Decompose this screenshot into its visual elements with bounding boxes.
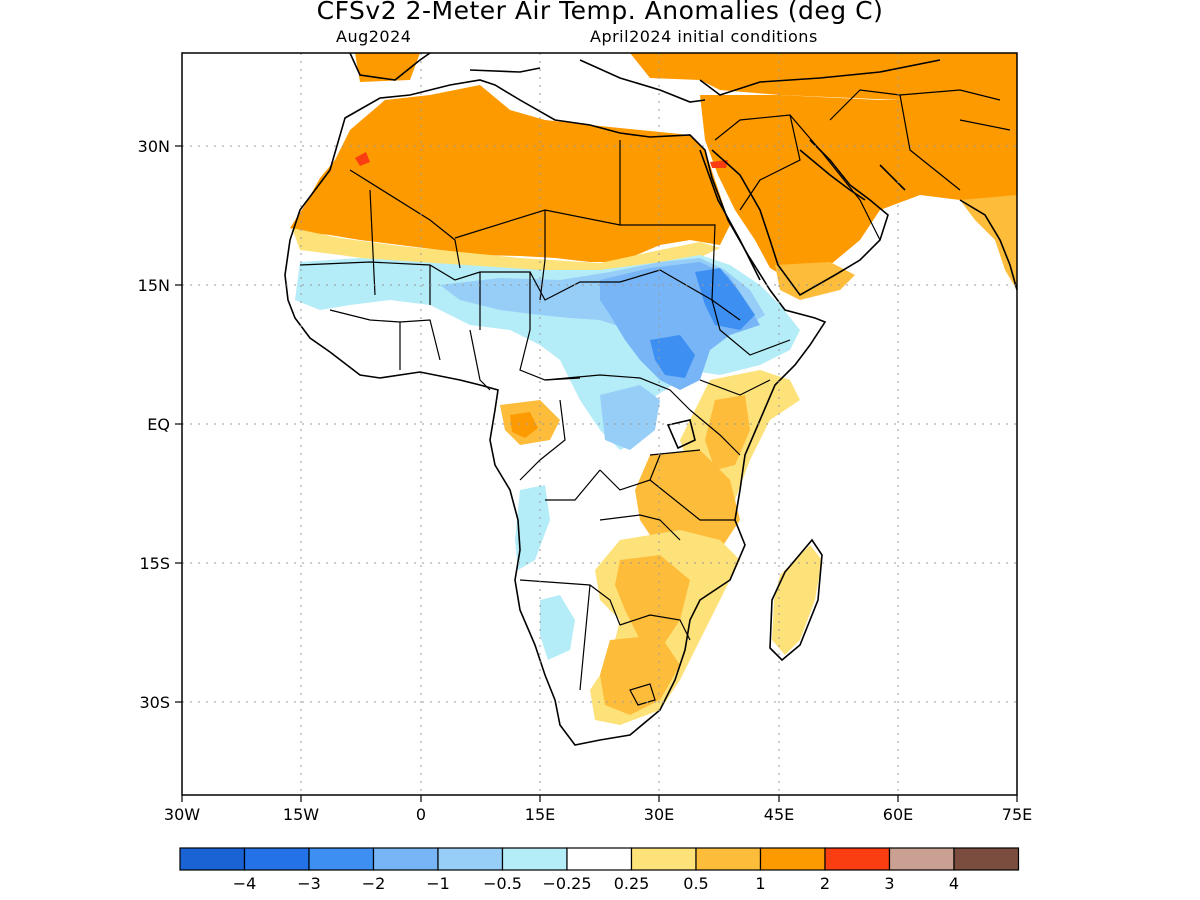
legend-label: 1: [755, 874, 765, 893]
latitude-labels: 30N 15N EQ 15S 30S: [138, 137, 170, 712]
anomaly-region-zimbabwe-warm: [615, 555, 690, 650]
legend-label: −1: [426, 874, 450, 893]
legend-swatch: [372, 847, 439, 871]
legend-label: −3: [297, 874, 321, 893]
forecast-month-label: Aug2024: [336, 27, 412, 46]
anomaly-spot-western-sahara: [355, 152, 370, 166]
legend-label: −4: [233, 874, 257, 893]
legend-label: −0.25: [542, 874, 591, 893]
legend-label: −2: [362, 874, 386, 893]
anomaly-region-sahel-warm: [292, 228, 720, 275]
gridlines: [182, 53, 1017, 795]
border-arabia: [714, 89, 1011, 241]
longitude-labels: 30W 15W 0 15E 30E 45E 60E 75E: [164, 805, 1032, 824]
lat-label-30s: 30S: [139, 693, 170, 712]
lat-label-30n: 30N: [138, 137, 170, 156]
coastlines: [284, 52, 1018, 746]
anomaly-region-gabon-warmer: [510, 412, 538, 438]
anomaly-region-congo-cool: [600, 385, 660, 450]
lake-victoria: [666, 419, 696, 450]
anomaly-region-tanzania-warm: [635, 450, 740, 560]
map-title: CFSv2 2-Meter Air Temp. Anomalies (deg C…: [316, 0, 884, 25]
anomaly-region-east-africa-warmer: [705, 395, 750, 470]
anomaly-shading: [290, 53, 1017, 725]
anomaly-spot-jordan: [710, 160, 728, 168]
legend-label: 4: [949, 874, 959, 893]
lon-label-15e: 15E: [525, 805, 555, 824]
anomaly-region-europe: [355, 53, 420, 82]
initial-conditions-label: April2024 initial conditions: [590, 27, 818, 46]
border-lesotho: [629, 683, 656, 706]
lon-label-45e: 45E: [764, 805, 794, 824]
red-sea-coast: [699, 149, 761, 281]
legend-swatch: [179, 847, 246, 871]
legend-label: 3: [884, 874, 894, 893]
anomaly-region-namibia-cool: [540, 595, 575, 660]
color-legend: −4 −3 −2 −1 −0.5 −0.25 0.25 0.5 1 2 3 4: [179, 847, 1020, 893]
anomaly-region-angola-cool: [515, 485, 550, 570]
legend-swatch: [695, 847, 762, 871]
legend-swatch: [501, 847, 568, 871]
anomaly-region-yemen: [775, 262, 855, 300]
lon-label-60e: 60E: [883, 805, 913, 824]
lon-label-75e: 75E: [1002, 805, 1032, 824]
axis-ticks: [175, 145, 1018, 802]
border-central-africa: [519, 374, 691, 691]
anomaly-region-south-asia: [960, 195, 1017, 290]
lon-label-0: 0: [416, 805, 426, 824]
legend-swatch: [888, 847, 955, 871]
legend-swatch: [630, 847, 697, 871]
legend-label: 0.25: [614, 874, 650, 893]
lat-label-eq: EQ: [147, 415, 170, 434]
lat-label-15n: 15N: [138, 276, 170, 295]
border-east-africa: [649, 299, 791, 521]
legend-swatch: [759, 847, 826, 871]
india-coastline: [959, 199, 1018, 291]
lon-label-30w: 30W: [164, 805, 200, 824]
anomaly-region-ethiopia-cool: [695, 268, 755, 330]
legend-swatch: [953, 847, 1020, 871]
anomaly-region-south-sudan-cool: [650, 335, 695, 378]
persian-gulf-coast: [799, 149, 906, 201]
africa-coastline: [284, 79, 827, 746]
anomaly-region-south-africa-warm: [600, 635, 680, 715]
europe-coastline: [349, 52, 941, 103]
legend-label: −0.5: [483, 874, 522, 893]
lat-label-15s: 15S: [139, 554, 170, 573]
anomaly-region-europe-east: [630, 53, 1017, 110]
legend-swatch: [824, 847, 891, 871]
legend-label: 2: [820, 874, 830, 893]
border-gulf-of-guinea: [329, 309, 581, 391]
madagascar-coastline: [769, 538, 823, 662]
legend-label: 0.5: [683, 874, 708, 893]
arabia-coastline: [711, 139, 889, 297]
legend-swatch: [566, 847, 633, 871]
lon-label-30e: 30E: [644, 805, 674, 824]
legend-swatch: [308, 847, 375, 871]
legend-swatch: [437, 847, 504, 871]
border-sahara-west: [349, 140, 716, 301]
lon-label-15w: 15W: [283, 805, 319, 824]
legend-swatch: [243, 847, 310, 871]
